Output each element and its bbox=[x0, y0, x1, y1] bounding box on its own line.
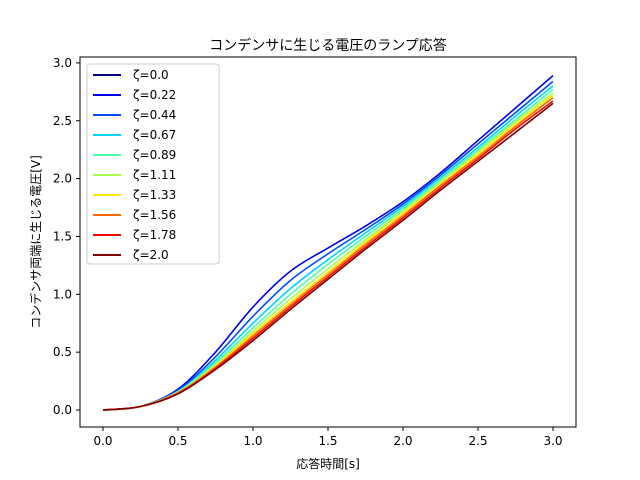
y-tick-label: 2.5 bbox=[53, 114, 72, 128]
legend-label: ζ=1.33 bbox=[133, 188, 176, 202]
series-line bbox=[102, 88, 554, 411]
y-tick-label: 1.5 bbox=[53, 229, 72, 243]
y-tick-label: 0.5 bbox=[53, 345, 72, 359]
legend-label: ζ=1.11 bbox=[133, 168, 176, 182]
legend-label: ζ=0.89 bbox=[133, 148, 176, 162]
y-axis: 0.0 0.5 1.0 1.5 2.0 2.5 3.0 bbox=[53, 56, 80, 417]
series-line bbox=[102, 75, 554, 411]
series-line bbox=[102, 96, 554, 411]
legend-label: ζ=0.67 bbox=[133, 128, 176, 142]
y-axis-label: コンデンサ両端に生じる電圧[V] bbox=[28, 155, 43, 329]
legend-label: ζ=0.0 bbox=[133, 68, 169, 82]
x-axis-label: 応答時間[s] bbox=[296, 456, 360, 471]
x-tick-label: 3.0 bbox=[543, 434, 562, 448]
legend-label: ζ=1.78 bbox=[133, 228, 176, 242]
x-tick-label: 0.5 bbox=[168, 434, 187, 448]
series-line bbox=[102, 102, 554, 411]
legend-label: ζ=0.22 bbox=[133, 88, 176, 102]
chart-title: コンデンサに生じる電圧のランプ応答 bbox=[209, 37, 447, 54]
legend-label: ζ=0.44 bbox=[133, 108, 176, 122]
x-axis: 0.0 0.5 1.0 1.5 2.0 2.5 3.0 bbox=[93, 427, 563, 448]
x-tick-label: 1.0 bbox=[243, 434, 262, 448]
legend-label: ζ=1.56 bbox=[133, 208, 176, 222]
x-tick-label: 0.0 bbox=[93, 434, 112, 448]
series-lines bbox=[102, 75, 554, 411]
series-line bbox=[102, 80, 554, 411]
x-tick-label: 2.5 bbox=[468, 434, 487, 448]
legend: ζ=0.0 ζ=0.22 ζ=0.44 ζ=0.67 ζ=0.89 ζ=1.11 ζ=1.3… bbox=[86, 63, 220, 265]
y-tick-label: 1.0 bbox=[53, 287, 72, 301]
x-tick-label: 1.5 bbox=[318, 434, 337, 448]
x-tick-label: 2.0 bbox=[393, 434, 412, 448]
y-tick-label: 0.0 bbox=[53, 403, 72, 417]
y-tick-label: 2.0 bbox=[53, 172, 72, 186]
y-tick-label: 3.0 bbox=[53, 56, 72, 70]
legend-label: ζ=2.0 bbox=[133, 248, 169, 262]
